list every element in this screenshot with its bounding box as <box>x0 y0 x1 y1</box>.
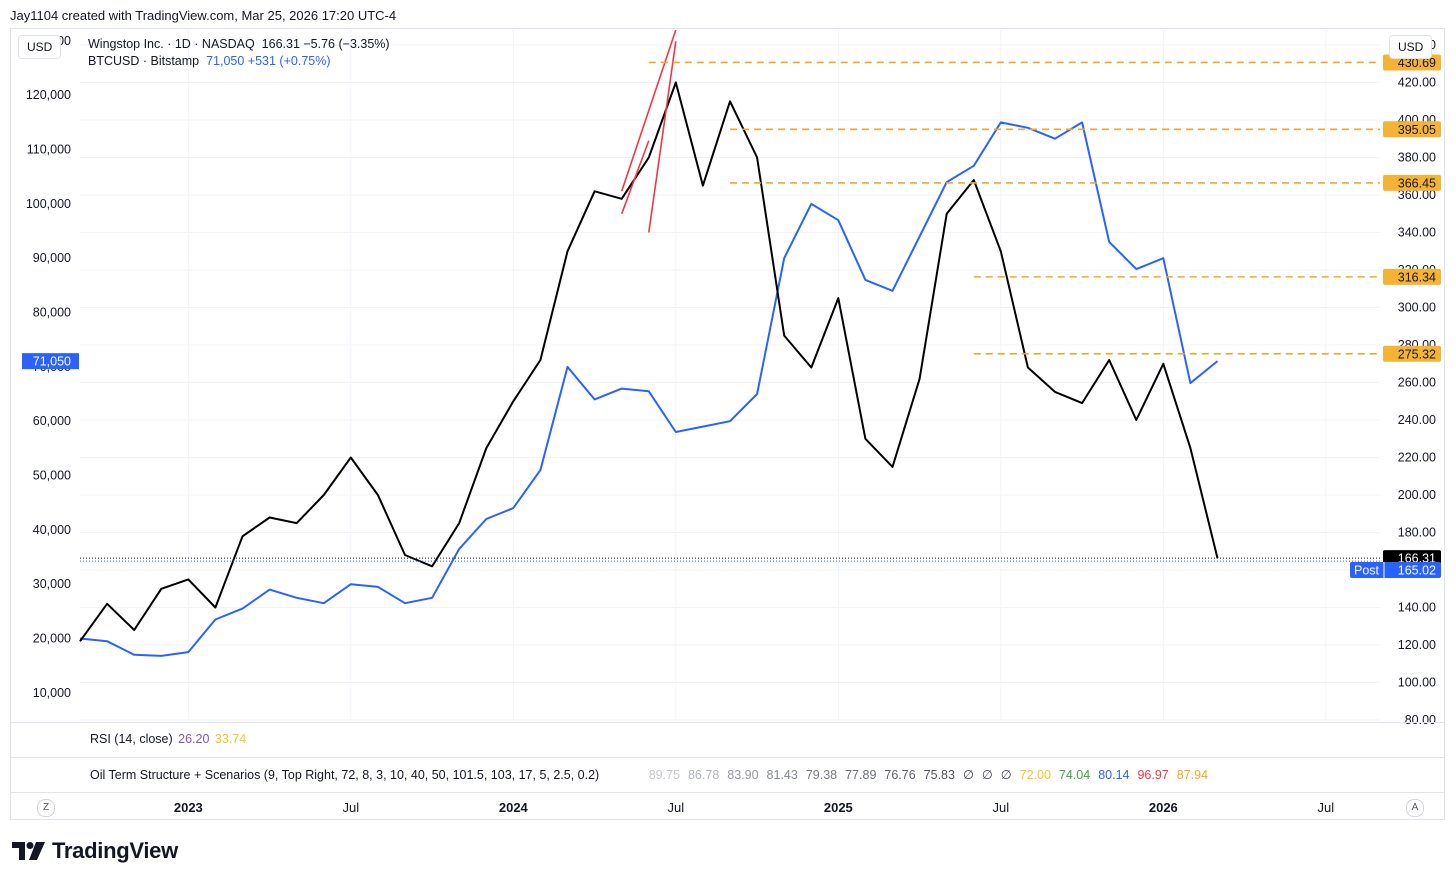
zoom-button[interactable]: Z <box>37 799 55 817</box>
rsi-indicator-legend[interactable]: RSI (14, close) 26.20 33.74 <box>88 732 246 746</box>
oil-label: Oil Term Structure + Scenarios (9, Top R… <box>90 768 600 782</box>
level-tag-value: 316.34 <box>1398 270 1436 284</box>
auto-scale-button[interactable]: A <box>1406 799 1424 817</box>
right-axis-tick-label: 220.00 <box>1398 451 1436 465</box>
right-axis-tick-label: 420.00 <box>1398 76 1436 90</box>
legend-btc[interactable]: BTCUSD · Bitstamp 71,050 +531 (+0.75%) <box>88 54 331 68</box>
time-axis-label: Jul <box>1317 800 1335 815</box>
oil-value: 76.76 <box>884 768 916 782</box>
trend-line <box>620 140 650 215</box>
btc-last-price-tag-bg <box>22 353 79 370</box>
right-axis-tick-label: 380.00 <box>1398 151 1436 165</box>
legend-wingstop-name: Wingstop Inc. · 1D · NASDAQ <box>88 37 255 51</box>
legend-wingstop[interactable]: Wingstop Inc. · 1D · NASDAQ 166.31 −5.76… <box>88 37 390 51</box>
left-axis-tick-label: 60,000 <box>33 414 71 428</box>
oil-value: 77.89 <box>845 768 877 782</box>
time-axis-label: 2025 <box>823 800 853 815</box>
right-axis-tick-label: 240.00 <box>1398 413 1436 427</box>
right-axis-tick-label: 80.00 <box>1405 713 1436 727</box>
right-axis-tick-label: 360.00 <box>1398 188 1436 202</box>
time-axis-label: Jul <box>992 800 1010 815</box>
oil-values: 89.75 86.78 83.90 81.43 79.38 77.89 76.76 75.83… <box>647 768 1214 782</box>
pane-divider[interactable] <box>11 722 1444 723</box>
rsi-value-1: 26.20 <box>178 732 210 746</box>
oil-value: 89.75 <box>648 768 680 782</box>
right-axis-tick-label: 260.00 <box>1398 376 1436 390</box>
right-axis-tick-label: 300.00 <box>1398 301 1436 315</box>
time-axis-label: 2023 <box>173 800 203 815</box>
legend-btc-name: BTCUSD · Bitstamp <box>88 54 200 68</box>
left-axis-tick-label: 30,000 <box>33 577 71 591</box>
right-axis-tick-label: 100.00 <box>1398 676 1436 690</box>
right-currency-button[interactable]: USD <box>1389 35 1433 59</box>
right-axis-tick-label: 180.00 <box>1398 526 1436 540</box>
oil-value: 75.83 <box>923 768 955 782</box>
btc-last-price-tag: 71,050 <box>33 355 71 369</box>
time-axis-label: 2026 <box>1148 800 1178 815</box>
oil-value: 74.04 <box>1058 768 1091 782</box>
time-axis-divider <box>11 792 1444 793</box>
level-tag-bg <box>1383 174 1441 191</box>
trend-line <box>620 29 677 192</box>
oil-value: 81.43 <box>766 768 798 782</box>
rsi-label: RSI (14, close) <box>90 732 173 746</box>
time-axis-label: 2024 <box>498 800 528 815</box>
right-axis-tick-label: 140.00 <box>1398 601 1436 615</box>
btc-price-line <box>79 121 1219 657</box>
post-market-tag-value: 165.02 <box>1398 564 1436 578</box>
time-axis-label: Jul <box>342 800 360 815</box>
oil-value: ∅ <box>981 768 993 782</box>
left-axis-tick-label: 100,000 <box>26 197 71 211</box>
left-axis-tick-label: 90,000 <box>33 251 71 265</box>
oil-value: ∅ <box>962 768 974 782</box>
post-market-tag-label: Post <box>1354 564 1380 578</box>
left-axis-tick-label: 80,000 <box>33 306 71 320</box>
level-tag-value: 395.05 <box>1398 123 1436 137</box>
header-attribution: Jay1104 created with TradingView.com, Ma… <box>10 8 397 23</box>
oil-value: 72.00 <box>1019 768 1051 782</box>
right-axis-tick-label: 120.00 <box>1398 638 1436 652</box>
trend-line <box>648 41 677 233</box>
left-axis-tick-label: 120,000 <box>26 88 71 102</box>
left-axis-tick-label: 10,000 <box>33 686 71 700</box>
left-axis-tick-label: 20,000 <box>33 632 71 646</box>
left-currency-button[interactable]: USD <box>18 35 62 59</box>
level-tag-value: 275.32 <box>1398 347 1436 361</box>
time-axis-label: Jul <box>667 800 685 815</box>
level-tag-bg <box>1383 345 1441 362</box>
oil-value: 83.90 <box>727 768 759 782</box>
post-market-tag-bg <box>1350 562 1441 578</box>
pane-divider[interactable] <box>11 757 1444 758</box>
tradingview-logo-icon <box>12 842 45 860</box>
wingstop-price-line <box>79 81 1219 642</box>
oil-indicator-legend[interactable]: Oil Term Structure + Scenarios (9, Top R… <box>88 767 1214 782</box>
oil-value: 79.38 <box>805 768 838 782</box>
oil-value: 96.97 <box>1137 768 1169 782</box>
oil-value: 87.94 <box>1176 768 1209 782</box>
rsi-value-2: 33.74 <box>214 732 247 746</box>
legend-wingstop-values: 166.31 −5.76 (−3.35%) <box>261 37 390 51</box>
left-axis-tick-label: 110,000 <box>27 143 71 157</box>
level-tag-value: 366.45 <box>1398 176 1436 190</box>
oil-value: 86.78 <box>687 768 720 782</box>
left-axis-tick-label: 40,000 <box>33 523 71 537</box>
right-axis-tick-label: 340.00 <box>1398 226 1436 240</box>
left-axis-tick-label: 50,000 <box>33 469 71 483</box>
oil-value: 80.14 <box>1098 768 1130 782</box>
legend-btc-values: 71,050 +531 (+0.75%) <box>206 54 331 68</box>
level-tag-bg <box>1383 121 1441 138</box>
level-tag-value: 430.69 <box>1398 56 1436 70</box>
right-axis-tick-label: 200.00 <box>1398 488 1436 502</box>
brand-name: TradingView <box>52 838 178 863</box>
oil-value: ∅ <box>1000 768 1012 782</box>
tradingview-logo[interactable]: TradingView <box>12 838 178 864</box>
level-tag-bg <box>1383 268 1441 285</box>
chart-frame <box>10 28 1445 820</box>
